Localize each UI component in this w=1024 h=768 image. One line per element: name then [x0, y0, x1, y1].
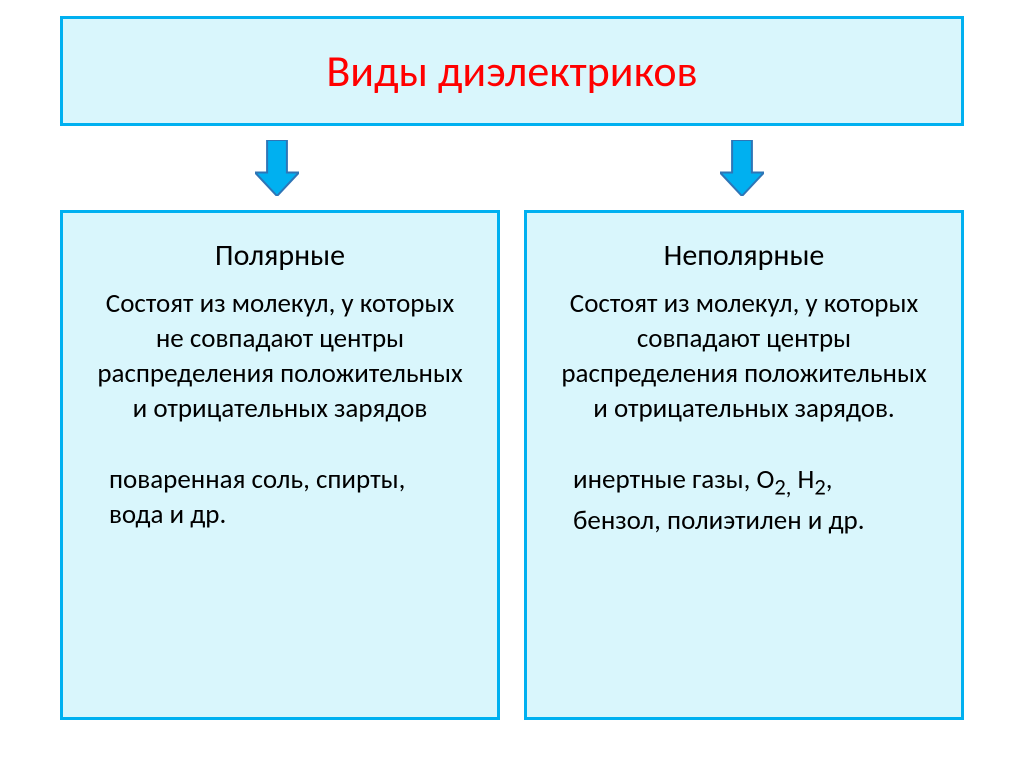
nonpolar-title: Неполярные [555, 237, 933, 274]
page-title: Виды диэлектриков [326, 44, 697, 98]
title-box: Виды диэлектриков [60, 16, 964, 126]
column-nonpolar: Неполярные Состоят из молекул, у которых… [524, 210, 964, 720]
column-polar: Полярные Состоят из молекул, у которых н… [60, 210, 500, 720]
arrow-right [720, 140, 764, 196]
polar-examples: поваренная соль, спирты, вода и др. [91, 462, 469, 532]
polar-title: Полярные [91, 237, 469, 274]
polar-description: Состоят из молекул, у которых не совпада… [91, 286, 469, 426]
nonpolar-examples: инертные газы, О2, Н2, бензол, полиэтиле… [555, 462, 933, 538]
nonpolar-description: Состоят из молекул, у которых совпадают … [555, 286, 933, 426]
arrow-left [255, 140, 299, 196]
